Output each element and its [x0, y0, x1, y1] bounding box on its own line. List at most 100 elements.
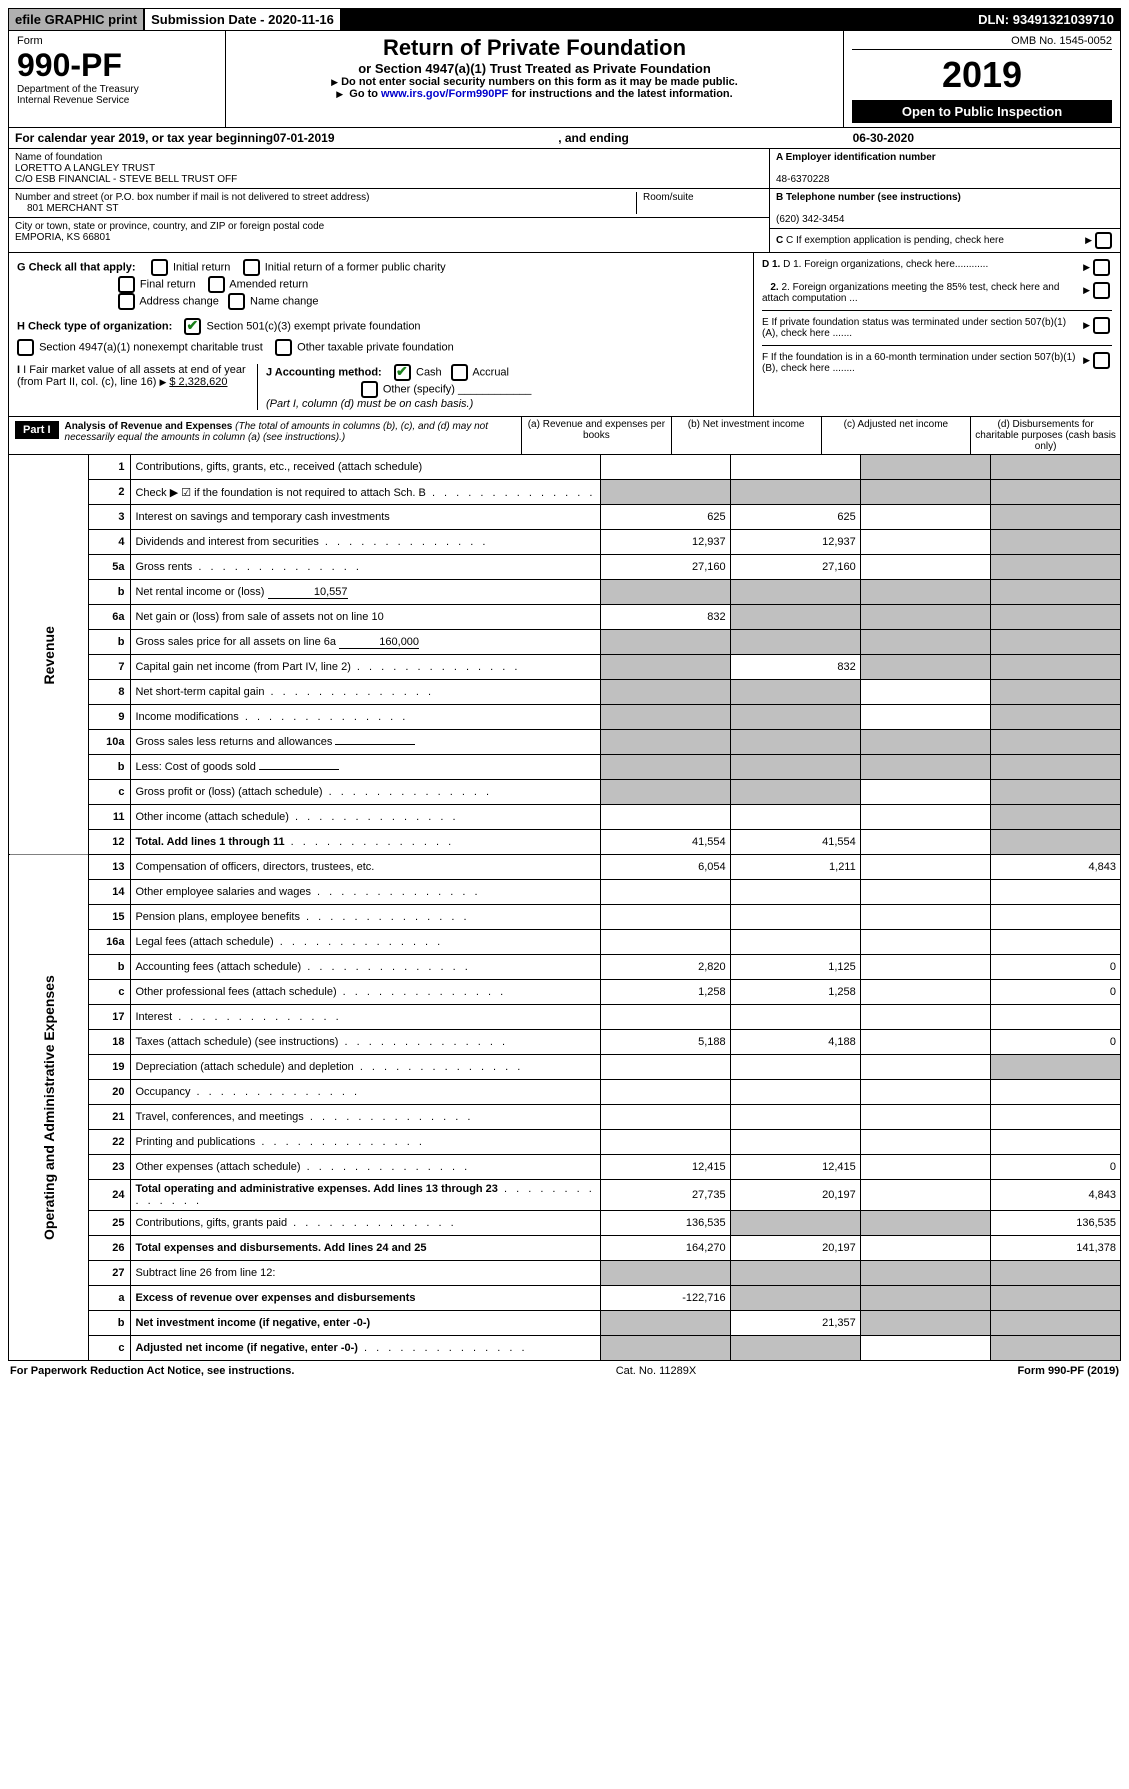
- value-cell: [860, 580, 990, 605]
- value-cell: [860, 1286, 990, 1311]
- value-cell: [990, 805, 1120, 830]
- value-cell: [860, 1236, 990, 1261]
- other-method-checkbox[interactable]: [361, 381, 378, 398]
- value-cell: [990, 1130, 1120, 1155]
- value-cell: 4,843: [990, 1180, 1120, 1211]
- ein-row: A Employer identification number 48-6370…: [770, 149, 1120, 189]
- f-checkbox[interactable]: [1093, 352, 1110, 369]
- value-cell: 6,054: [600, 855, 730, 880]
- line-number: b: [88, 955, 131, 980]
- value-cell: [730, 880, 860, 905]
- value-cell: [600, 780, 730, 805]
- value-cell: [860, 1180, 990, 1211]
- form-number: 990-PF: [17, 47, 217, 84]
- value-cell: [990, 930, 1120, 955]
- line-number: 22: [88, 1130, 131, 1155]
- table-row: 17Interest: [9, 1005, 1121, 1030]
- line-number: c: [88, 980, 131, 1005]
- value-cell: [600, 1005, 730, 1030]
- value-cell: [600, 630, 730, 655]
- cash-checkbox[interactable]: [394, 364, 411, 381]
- header-title: Return of Private Foundation or Section …: [226, 31, 843, 127]
- table-row: 14Other employee salaries and wages: [9, 880, 1121, 905]
- part1-table: Revenue1Contributions, gifts, grants, et…: [8, 455, 1121, 1361]
- value-cell: [990, 1105, 1120, 1130]
- value-cell: [860, 830, 990, 855]
- value-cell: [860, 555, 990, 580]
- value-cell: 12,415: [600, 1155, 730, 1180]
- line-description: Income modifications: [131, 705, 600, 730]
- line-description: Printing and publications: [131, 1130, 600, 1155]
- accrual-checkbox[interactable]: [451, 364, 468, 381]
- value-cell: [730, 1286, 860, 1311]
- line-description: Other expenses (attach schedule): [131, 1155, 600, 1180]
- line-number: 17: [88, 1005, 131, 1030]
- value-cell: [600, 905, 730, 930]
- line-description: Net investment income (if negative, ente…: [131, 1311, 600, 1336]
- c-checkbox[interactable]: [1095, 232, 1112, 249]
- value-cell: [990, 1336, 1120, 1361]
- value-cell: 20,197: [730, 1236, 860, 1261]
- table-row: 15Pension plans, employee benefits: [9, 905, 1121, 930]
- line-number: 4: [88, 530, 131, 555]
- address-change-checkbox[interactable]: [118, 293, 135, 310]
- other-taxable-checkbox[interactable]: [275, 339, 292, 356]
- table-row: 7Capital gain net income (from Part IV, …: [9, 655, 1121, 680]
- value-cell: [860, 1311, 990, 1336]
- final-return-checkbox[interactable]: [118, 276, 135, 293]
- col-b-header: (b) Net investment income: [671, 417, 821, 454]
- value-cell: [600, 1105, 730, 1130]
- value-cell: 0: [990, 1030, 1120, 1055]
- value-cell: [860, 755, 990, 780]
- value-cell: [730, 1080, 860, 1105]
- d2-checkbox[interactable]: [1093, 282, 1110, 299]
- 4947a1-checkbox[interactable]: [17, 339, 34, 356]
- value-cell: [860, 1105, 990, 1130]
- value-cell: [990, 905, 1120, 930]
- value-cell: 12,937: [730, 530, 860, 555]
- line-description: Pension plans, employee benefits: [131, 905, 600, 930]
- initial-return-checkbox[interactable]: [151, 259, 168, 276]
- calendar-year-row: For calendar year 2019, or tax year begi…: [8, 128, 1121, 149]
- value-cell: [600, 880, 730, 905]
- line-number: b: [88, 630, 131, 655]
- table-row: bLess: Cost of goods sold: [9, 755, 1121, 780]
- e-checkbox[interactable]: [1093, 317, 1110, 334]
- value-cell: [600, 580, 730, 605]
- line-description: Check ▶ ☑ if the foundation is not requi…: [131, 480, 600, 505]
- name-change-checkbox[interactable]: [228, 293, 245, 310]
- table-row: bAccounting fees (attach schedule)2,8201…: [9, 955, 1121, 980]
- foundation-name: Name of foundation LORETTO A LANGLEY TRU…: [9, 149, 769, 189]
- line-description: Excess of revenue over expenses and disb…: [131, 1286, 600, 1311]
- amended-return-checkbox[interactable]: [208, 276, 225, 293]
- table-row: 23Other expenses (attach schedule)12,415…: [9, 1155, 1121, 1180]
- line-number: 27: [88, 1261, 131, 1286]
- initial-former-checkbox[interactable]: [243, 259, 260, 276]
- value-cell: [860, 505, 990, 530]
- table-row: 26Total expenses and disbursements. Add …: [9, 1236, 1121, 1261]
- table-row: 25Contributions, gifts, grants paid136,5…: [9, 1211, 1121, 1236]
- value-cell: 0: [990, 955, 1120, 980]
- value-cell: [600, 1080, 730, 1105]
- value-cell: [860, 980, 990, 1005]
- line-description: Other professional fees (attach schedule…: [131, 980, 600, 1005]
- value-cell: 21,357: [730, 1311, 860, 1336]
- table-row: bGross sales price for all assets on lin…: [9, 630, 1121, 655]
- value-cell: [730, 1261, 860, 1286]
- value-cell: 625: [600, 505, 730, 530]
- value-cell: 832: [730, 655, 860, 680]
- value-cell: [860, 605, 990, 630]
- d1-checkbox[interactable]: [1093, 259, 1110, 276]
- line-description: Travel, conferences, and meetings: [131, 1105, 600, 1130]
- irs-link[interactable]: www.irs.gov/Form990PF: [381, 88, 508, 100]
- line-number: 8: [88, 680, 131, 705]
- value-cell: [600, 680, 730, 705]
- value-cell: [600, 930, 730, 955]
- submission-date: Submission Date - 2020-11-16: [143, 9, 342, 30]
- table-row: 19Depreciation (attach schedule) and dep…: [9, 1055, 1121, 1080]
- value-cell: [990, 580, 1120, 605]
- table-row: 22Printing and publications: [9, 1130, 1121, 1155]
- 501c3-checkbox[interactable]: [184, 318, 201, 335]
- line-number: b: [88, 755, 131, 780]
- line-number: 21: [88, 1105, 131, 1130]
